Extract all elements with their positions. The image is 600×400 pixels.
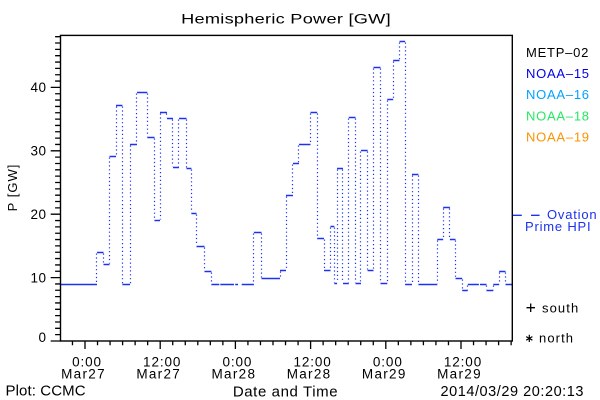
- svg-text:12:00: 12:00: [293, 355, 331, 370]
- svg-text:0:00: 0:00: [72, 355, 102, 370]
- svg-text:10: 10: [30, 270, 46, 285]
- svg-text:0: 0: [38, 330, 46, 345]
- svg-text:30: 30: [30, 144, 46, 159]
- svg-text:Mar29: Mar29: [362, 367, 407, 382]
- svg-text:north: north: [539, 331, 574, 346]
- svg-text:2014/03/29 20:20:13: 2014/03/29 20:20:13: [441, 384, 585, 400]
- svg-text:0:00: 0:00: [222, 355, 252, 370]
- svg-text:Mar27: Mar27: [61, 367, 106, 382]
- svg-text:NOAA–19: NOAA–19: [526, 129, 590, 144]
- svg-text:20: 20: [30, 207, 46, 222]
- svg-text:Mar27: Mar27: [136, 367, 181, 382]
- svg-text:Mar28: Mar28: [212, 367, 257, 382]
- svg-text:south: south: [542, 301, 579, 316]
- svg-text:Plot: CCMC: Plot: CCMC: [6, 383, 86, 400]
- svg-text:Hemispheric Power [GW]: Hemispheric Power [GW]: [181, 11, 391, 27]
- svg-text:12:00: 12:00: [143, 355, 181, 370]
- svg-text:NOAA–16: NOAA–16: [526, 87, 590, 102]
- svg-text:Ovation: Ovation: [547, 207, 597, 222]
- svg-text:NOAA–18: NOAA–18: [526, 108, 590, 123]
- svg-text:12:00: 12:00: [444, 355, 482, 370]
- svg-text:METP–02: METP–02: [526, 45, 589, 60]
- svg-text:40: 40: [30, 80, 46, 95]
- svg-text:Mar28: Mar28: [287, 367, 332, 382]
- svg-text:P [GW]: P [GW]: [5, 164, 20, 212]
- svg-text:0:00: 0:00: [373, 355, 403, 370]
- svg-text:Prime HPI: Prime HPI: [525, 219, 591, 234]
- svg-text:Mar29: Mar29: [437, 367, 482, 382]
- svg-text:NOAA–15: NOAA–15: [526, 66, 590, 81]
- svg-text:Date and Time: Date and Time: [233, 384, 338, 400]
